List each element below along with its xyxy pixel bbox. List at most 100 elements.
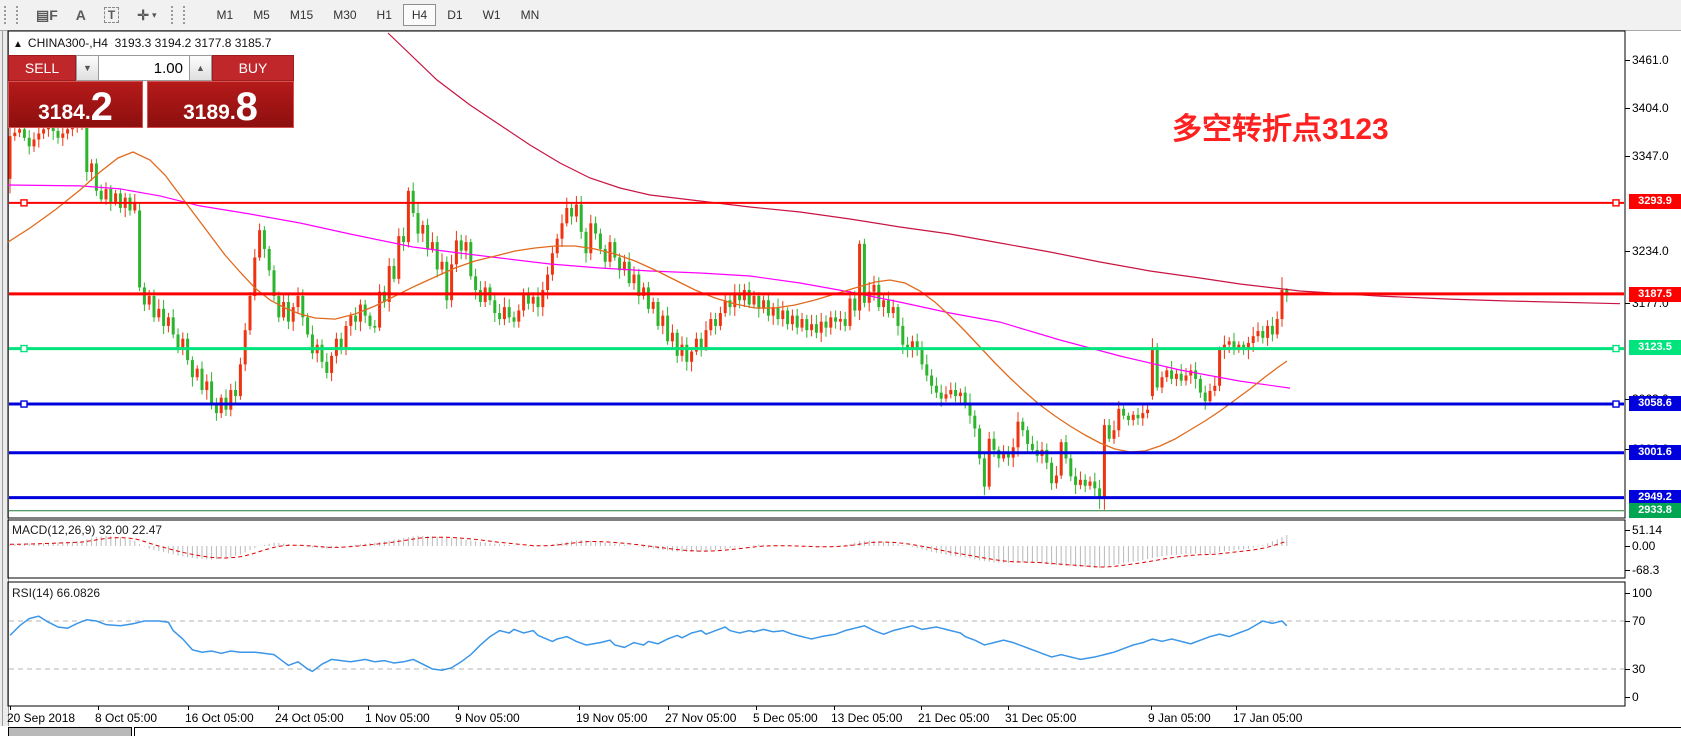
time-axis-label: 9 Jan 05:00 (1148, 711, 1211, 725)
timeframe-button-h1[interactable]: H1 (376, 8, 392, 22)
time-axis-tick (1008, 706, 1009, 710)
macd-indicator-label: MACD(12,26,9) 32.00 22.47 (12, 523, 163, 537)
axis-tick (1625, 60, 1630, 61)
background-window-fragment[interactable] (134, 727, 1681, 736)
chart-header: ▲ CHINA300-,H4 3193.3 3194.2 3177.8 3185.… (13, 36, 271, 50)
timeframe-button-m1[interactable]: M1 (216, 8, 234, 22)
price-level-tag: 3058.6 (1629, 396, 1681, 411)
rsi-axis-label: 0 (1632, 690, 1639, 704)
time-axis-label: 13 Dec 05:00 (831, 711, 903, 725)
price-level-tag: 3293.9 (1629, 194, 1681, 209)
toolbar-separator (170, 6, 185, 24)
axis-tick (1625, 593, 1630, 594)
hline-handle[interactable] (1612, 400, 1620, 408)
time-axis-label: 19 Nov 05:00 (576, 711, 648, 725)
axis-tick (1625, 108, 1630, 109)
timeframe-button-mn[interactable]: MN (520, 8, 540, 22)
rsi-axis-label: 30 (1632, 662, 1646, 676)
text-label-icon[interactable]: A (75, 7, 86, 23)
time-axis-tick (579, 706, 580, 710)
macd-axis-label: 0.00 (1632, 539, 1656, 553)
timeframe-bar: M1 M5 M15 M30 H1 H4 D1 W1 MN (207, 0, 550, 30)
toolbar: ▤F A T ✛ ▾ M1 M5 M15 M30 H1 H4 D1 W1 MN (0, 0, 1681, 31)
volume-decrease-button[interactable]: ▼ (76, 55, 99, 81)
hline-handle[interactable] (1612, 344, 1620, 353)
rsi-line (9, 615, 1288, 673)
price-axis-label: 3404.0 (1632, 101, 1669, 115)
time-axis-tick (921, 706, 922, 710)
timeframe-button-m30[interactable]: M30 (333, 8, 357, 22)
time-axis-label: 27 Nov 05:00 (665, 711, 737, 725)
timeframe-button-m15[interactable]: M15 (289, 8, 314, 22)
price-level-tag: 3001.6 (1629, 445, 1681, 460)
timeframe-button-w1[interactable]: W1 (482, 8, 501, 22)
price-level-tag: 3123.5 (1629, 340, 1681, 355)
hline-handle[interactable] (20, 400, 28, 408)
axis-tick (1625, 303, 1630, 304)
symbol-arrow-icon: ▲ (13, 39, 23, 50)
text-box-icon[interactable]: T (103, 7, 120, 23)
toolbar-drag-handle[interactable] (4, 6, 18, 24)
macd-axis-label: -68.3 (1632, 563, 1660, 577)
axis-tick (1625, 546, 1630, 547)
price-axis-label: 3347.0 (1632, 149, 1669, 163)
ma-fast-orange (7, 151, 1288, 453)
time-axis-tick (756, 706, 757, 710)
ask-big-digit: 8 (235, 85, 258, 129)
volume-input[interactable]: 1.00 (99, 55, 189, 81)
axis-tick (1625, 530, 1630, 531)
background-window-fragment[interactable] (8, 727, 132, 736)
rsi-indicator (9, 615, 1624, 673)
macd-indicator (9, 535, 1288, 569)
hline-handle[interactable] (1612, 199, 1620, 207)
bid-big-digit: 2 (90, 85, 113, 129)
symbol-label: CHINA300-,H4 (27, 36, 108, 50)
volume-increase-button[interactable]: ▲ (189, 55, 212, 81)
timeframe-button-m5[interactable]: M5 (253, 8, 270, 22)
indicator-grid-icon[interactable]: ▤F (36, 6, 58, 23)
timeframe-button-h4[interactable]: H4 (402, 4, 437, 26)
ma-slow-crimson (387, 32, 1621, 305)
ohlc-readout: 3193.3 3194.2 3177.8 3185.7 (114, 36, 272, 50)
ask-main: 3189 (183, 101, 230, 124)
ask-price-button[interactable]: 3189. 8 (147, 81, 294, 128)
cursor-tools-icon[interactable]: ✛ (137, 6, 149, 23)
price-axis-label: 3234.0 (1632, 244, 1669, 258)
time-axis-tick (834, 706, 835, 710)
chevron-down-icon[interactable]: ▾ (151, 9, 157, 20)
bid-main: 3184 (38, 101, 85, 124)
price-level-tag: 2933.8 (1629, 503, 1681, 518)
time-axis-label: 17 Jan 05:00 (1233, 711, 1303, 725)
macd-axis-label: 51.14 (1632, 523, 1663, 537)
time-axis-label: 8 Oct 05:00 (95, 711, 158, 725)
time-axis-label: 16 Oct 05:00 (185, 711, 254, 725)
time-axis-label: 1 Nov 05:00 (365, 711, 430, 725)
horizontal-level-lines[interactable] (9, 199, 1624, 512)
hline-handle[interactable] (20, 344, 28, 353)
buy-button[interactable]: BUY (212, 55, 294, 81)
time-axis-tick (368, 706, 369, 710)
time-axis-label: 5 Dec 05:00 (753, 711, 818, 725)
timeframe-button-d1[interactable]: D1 (447, 8, 463, 22)
axis-tick (1625, 697, 1630, 698)
axis-tick (1625, 449, 1630, 450)
price-axis-label: 3461.0 (1632, 53, 1669, 67)
bid-price-button[interactable]: 3184. 2 (8, 81, 143, 128)
macd-pane-border (7, 519, 1626, 579)
time-axis-tick (188, 706, 189, 710)
time-axis-label: 24 Oct 05:00 (275, 711, 344, 725)
sell-button[interactable]: SELL (8, 55, 76, 81)
axis-tick (1625, 156, 1630, 157)
rsi-indicator-label: RSI(14) 66.0826 (12, 586, 101, 600)
hline-handle[interactable] (20, 199, 28, 207)
price-level-tag: 2949.2 (1629, 490, 1681, 505)
time-axis-label: 21 Dec 05:00 (918, 711, 990, 725)
time-axis-tick (1151, 706, 1152, 710)
one-click-trading-panel: SELL ▼ 1.00 ▲ BUY 3184. 2 3189. 8 (8, 55, 294, 128)
time-axis-tick (278, 706, 279, 710)
chart-text-annotation[interactable]: 多空转折点3123 (1172, 113, 1389, 146)
time-axis-label: 9 Nov 05:00 (455, 711, 520, 725)
rsi-axis-label: 100 (1632, 586, 1653, 600)
bid-dot: . (84, 101, 91, 124)
